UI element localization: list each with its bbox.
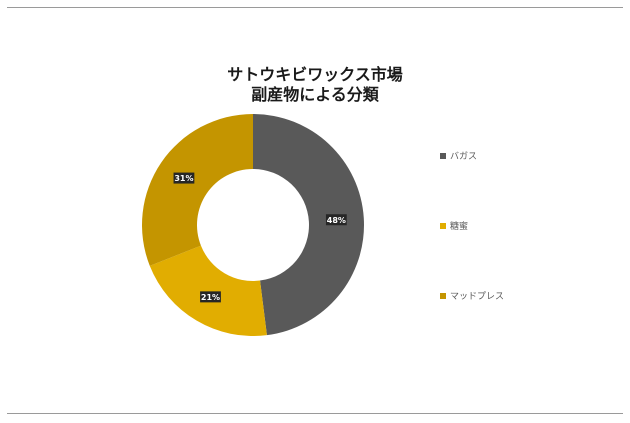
data-label-box-molasses bbox=[200, 291, 221, 303]
data-label-text-press-mud: 31% bbox=[174, 174, 193, 183]
legend-item-molasses: 糖蜜 bbox=[440, 219, 468, 232]
chart-title-line-2: 副産物による分類 bbox=[251, 85, 379, 104]
data-label-box-press-mud bbox=[173, 172, 195, 184]
legend-swatch-molasses bbox=[440, 222, 446, 229]
legend-item-bagasse: バガス bbox=[440, 149, 477, 162]
legend-label-bagasse: バガス bbox=[450, 152, 478, 162]
data-label-molasses: 21% bbox=[200, 291, 221, 303]
data-label-box-bagasse bbox=[325, 214, 347, 226]
legend-swatch-press-mud bbox=[440, 292, 446, 299]
chart-title: サトウキビワックス市場 副産物による分類 bbox=[150, 65, 480, 105]
data-label-press-mud: 31% bbox=[173, 172, 195, 184]
chart-title-line-1: サトウキビワックス市場 bbox=[227, 65, 403, 84]
legend-label-molasses: 糖蜜 bbox=[450, 222, 469, 232]
legend-item-press-mud: マッドプレス bbox=[440, 289, 504, 302]
donut-slice-bagasse bbox=[253, 114, 365, 336]
data-label-bagasse: 48% bbox=[325, 214, 347, 226]
data-label-text-bagasse: 48% bbox=[327, 216, 346, 225]
donut-slice-press-mud bbox=[142, 114, 253, 266]
bottom-divider bbox=[7, 413, 623, 414]
legend-swatch-bagasse bbox=[440, 152, 446, 159]
donut-slice-molasses bbox=[149, 245, 267, 336]
top-divider bbox=[7, 7, 623, 8]
legend-label-press-mud: マッドプレス bbox=[450, 292, 505, 302]
data-label-text-molasses: 21% bbox=[201, 293, 220, 302]
